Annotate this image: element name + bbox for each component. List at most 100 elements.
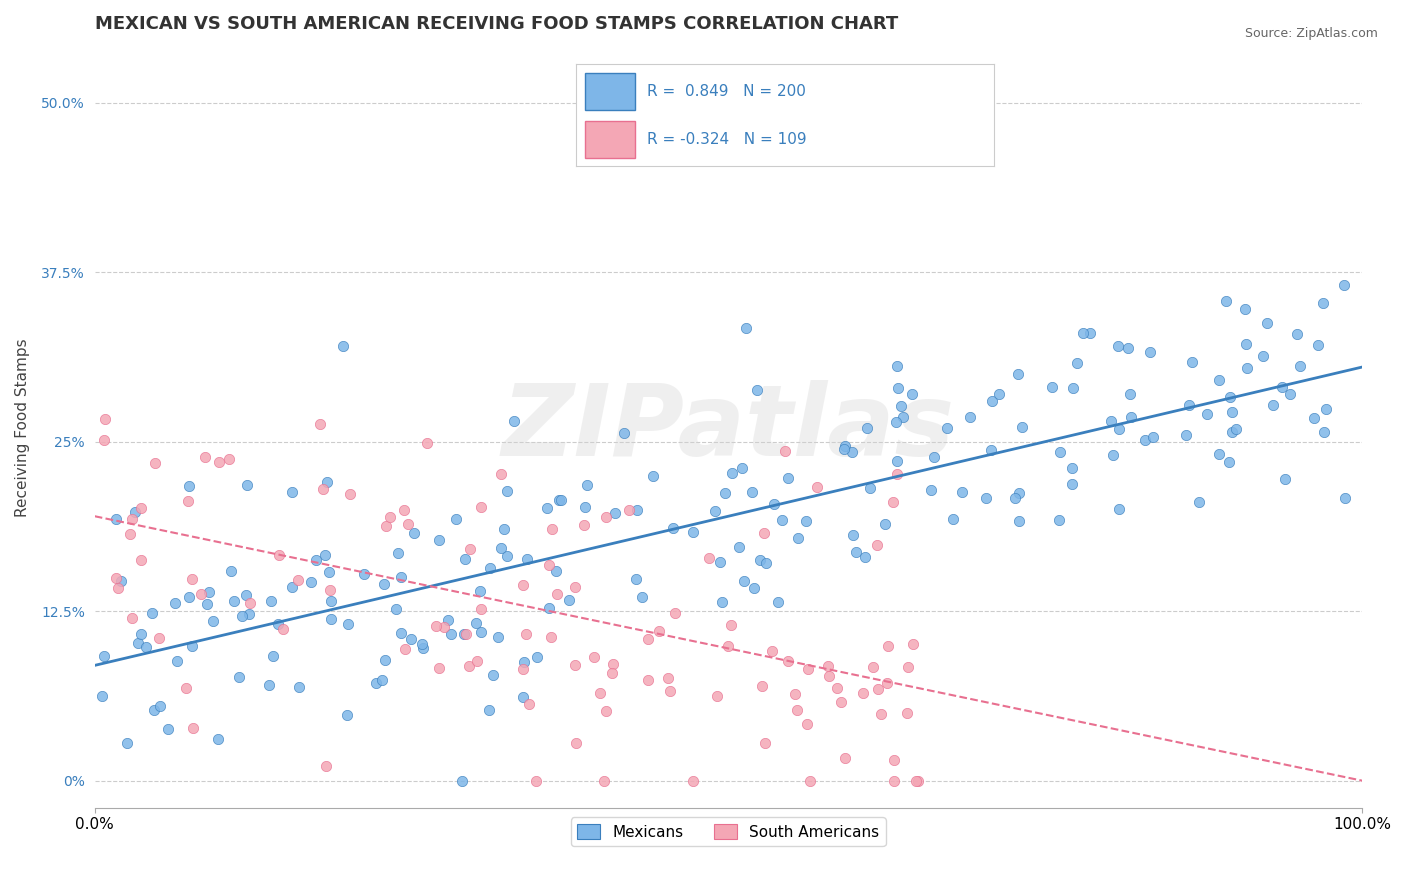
Point — [564, 580, 586, 594]
Point — [720, 618, 742, 632]
Point — [682, 525, 704, 540]
Point — [589, 686, 612, 700]
Point — [129, 501, 152, 516]
Point — [104, 511, 127, 525]
Point — [129, 553, 152, 567]
Point — [1062, 476, 1084, 491]
Point — [494, 522, 516, 536]
Point — [704, 504, 727, 518]
Point — [766, 595, 789, 609]
Point — [613, 426, 636, 441]
Point — [778, 654, 800, 668]
Point — [257, 678, 280, 692]
Point — [540, 630, 562, 644]
Point — [641, 469, 664, 483]
Point — [194, 450, 217, 464]
Point — [1220, 425, 1243, 439]
Point — [332, 339, 354, 353]
Point — [411, 637, 433, 651]
Legend: Mexicans, South Americans: Mexicans, South Americans — [571, 817, 886, 846]
Point — [806, 480, 828, 494]
Y-axis label: Receiving Food Stamps: Receiving Food Stamps — [15, 339, 30, 517]
Point — [1188, 495, 1211, 509]
Point — [201, 614, 224, 628]
Point — [513, 656, 536, 670]
Point — [544, 564, 567, 578]
Point — [825, 681, 848, 695]
Point — [776, 471, 799, 485]
Point — [1099, 413, 1122, 427]
Point — [550, 492, 572, 507]
Point — [890, 399, 912, 413]
Point — [1233, 301, 1256, 316]
Point — [224, 594, 246, 608]
Point — [516, 551, 538, 566]
Point — [1119, 386, 1142, 401]
Point — [1208, 373, 1230, 387]
Point — [711, 595, 734, 609]
Point — [572, 518, 595, 533]
Point — [1071, 326, 1094, 340]
Point — [235, 478, 257, 492]
Point — [165, 597, 187, 611]
Point — [754, 736, 776, 750]
Point — [260, 593, 283, 607]
Point — [120, 527, 142, 541]
Point — [93, 648, 115, 663]
Point — [105, 571, 128, 585]
Point — [526, 649, 548, 664]
Point — [312, 482, 335, 496]
Point — [394, 642, 416, 657]
Point — [135, 640, 157, 654]
Point — [935, 421, 957, 435]
Point — [637, 673, 659, 687]
Point — [1271, 380, 1294, 394]
Point — [1007, 367, 1029, 381]
Point — [548, 493, 571, 508]
Point — [1133, 433, 1156, 447]
Point — [391, 626, 413, 640]
Point — [717, 639, 740, 653]
Point — [339, 487, 361, 501]
Point — [877, 639, 900, 653]
Point — [576, 477, 599, 491]
Point — [166, 654, 188, 668]
Point — [385, 602, 408, 616]
Point — [148, 631, 170, 645]
Point — [235, 589, 257, 603]
Point — [603, 506, 626, 520]
Point — [536, 500, 558, 515]
Point — [1121, 409, 1143, 424]
Point — [181, 721, 204, 735]
Point — [314, 549, 336, 563]
Point — [318, 566, 340, 580]
Point — [387, 545, 409, 559]
Point — [190, 586, 212, 600]
Point — [1315, 401, 1337, 416]
Point — [541, 522, 564, 536]
Point — [465, 654, 488, 668]
Point — [299, 574, 322, 589]
Point — [90, 689, 112, 703]
Point — [453, 627, 475, 641]
Point — [1225, 422, 1247, 436]
Point — [218, 451, 240, 466]
Point — [127, 636, 149, 650]
Point — [512, 690, 534, 704]
Point — [374, 653, 396, 667]
Point — [538, 558, 561, 572]
Point — [470, 602, 492, 616]
Point — [981, 393, 1004, 408]
Point — [486, 630, 509, 644]
Point — [883, 753, 905, 767]
Point — [316, 475, 339, 489]
Point — [1047, 513, 1070, 527]
Point — [884, 415, 907, 429]
Point — [281, 485, 304, 500]
Point — [797, 662, 820, 676]
Point — [772, 512, 794, 526]
Point — [470, 624, 492, 639]
Point — [335, 708, 357, 723]
Point — [842, 528, 865, 542]
Point — [1274, 471, 1296, 485]
